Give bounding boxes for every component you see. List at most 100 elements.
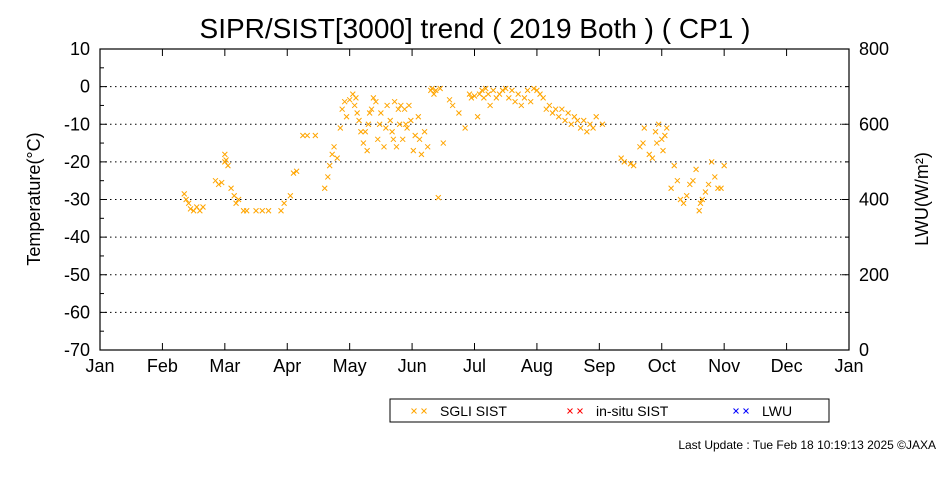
data-point xyxy=(374,136,381,143)
x-tick-label: Sep xyxy=(583,356,615,376)
data-point xyxy=(334,155,341,161)
data-point xyxy=(365,121,372,128)
data-point xyxy=(356,117,362,124)
data-point xyxy=(429,85,435,92)
data-point xyxy=(215,181,222,188)
y2-tick-label: 0 xyxy=(859,340,869,360)
data-point xyxy=(583,128,590,135)
data-point xyxy=(641,125,648,131)
y-tick-label: -40 xyxy=(64,227,90,247)
data-point xyxy=(649,155,656,161)
data-point xyxy=(466,91,473,98)
data-point xyxy=(312,132,319,139)
data-point xyxy=(259,207,266,214)
data-point xyxy=(552,106,559,113)
data-point xyxy=(376,121,383,128)
data-point xyxy=(293,168,300,175)
legend-marker xyxy=(743,408,749,414)
data-point xyxy=(474,113,481,120)
data-point xyxy=(265,207,272,214)
data-point xyxy=(518,102,525,109)
chart-title: SIPR/SIST[3000] trend ( 2019 Both ) ( CP… xyxy=(200,13,751,44)
data-point xyxy=(652,128,659,135)
data-point xyxy=(404,125,410,131)
plot-area-frame xyxy=(99,48,850,351)
data-point xyxy=(471,93,478,99)
data-point xyxy=(253,207,259,214)
data-point xyxy=(389,128,395,135)
data-point xyxy=(424,143,431,150)
legend-marker xyxy=(567,408,573,414)
data-point xyxy=(524,87,531,94)
data-point xyxy=(416,136,423,143)
data-point xyxy=(711,174,718,180)
data-point xyxy=(482,85,489,92)
data-point xyxy=(680,200,687,207)
legend: SGLI SIST in-situ SIST LWU xyxy=(389,398,830,423)
data-point xyxy=(509,87,515,94)
data-point xyxy=(346,96,353,103)
data-point xyxy=(200,204,206,210)
data-point xyxy=(431,91,437,98)
data-point xyxy=(181,191,188,197)
y-tick-label: -10 xyxy=(64,114,90,134)
data-point xyxy=(390,136,397,143)
y2-axis-ticks: 800 600 400 200 0 xyxy=(842,39,889,360)
x-tick-label: Apr xyxy=(273,356,301,376)
data-point xyxy=(233,200,239,207)
data-point xyxy=(697,200,704,207)
legend-items: SGLI SIST in-situ SIST LWU xyxy=(411,403,792,419)
y2-tick-label: 800 xyxy=(859,39,889,59)
data-point xyxy=(432,87,439,94)
data-point xyxy=(546,102,553,109)
data-point xyxy=(351,102,358,109)
x-axis-ticks: Jan Feb Mar Apr May Jun Jul Aug Sep Oct Nov Dec Jan xyxy=(85,49,864,376)
x-tick-label: Aug xyxy=(521,356,553,376)
legend-marker xyxy=(733,408,739,414)
data-point xyxy=(590,125,596,131)
data-point xyxy=(468,95,475,101)
sgli-sist-points xyxy=(181,85,728,214)
data-point xyxy=(418,151,425,158)
data-point xyxy=(521,95,528,101)
data-point xyxy=(699,196,706,203)
data-point xyxy=(479,87,485,94)
data-point xyxy=(705,181,712,188)
data-point xyxy=(278,207,284,214)
x-tick-label: Oct xyxy=(648,356,676,376)
data-point xyxy=(577,125,584,131)
data-point xyxy=(339,106,346,113)
data-point xyxy=(593,113,600,120)
y-tick-label: 0 xyxy=(80,77,90,97)
legend-label: SGLI SIST xyxy=(440,403,507,419)
data-point xyxy=(324,174,331,180)
data-point xyxy=(341,98,348,105)
legend-marker xyxy=(421,408,427,414)
data-point xyxy=(185,200,192,207)
data-point xyxy=(671,162,678,169)
data-point xyxy=(187,206,194,212)
data-point xyxy=(225,162,231,169)
x-tick-label: Jan xyxy=(834,356,863,376)
data-point xyxy=(378,110,384,116)
data-point xyxy=(281,200,287,207)
x-tick-label: Mar xyxy=(209,356,240,376)
data-point xyxy=(421,128,428,135)
data-point xyxy=(462,125,468,131)
data-point xyxy=(362,128,369,135)
legend-marker xyxy=(411,408,417,414)
y2-tick-label: 200 xyxy=(859,265,889,285)
data-point xyxy=(559,106,565,113)
data-point xyxy=(540,95,547,101)
data-point xyxy=(702,189,709,195)
data-point xyxy=(410,147,417,154)
data-point xyxy=(393,143,400,150)
y-tick-label: -30 xyxy=(64,190,90,210)
legend-box xyxy=(389,398,830,423)
data-point xyxy=(487,102,493,109)
data-point xyxy=(580,117,587,124)
data-point xyxy=(446,96,453,103)
data-point xyxy=(353,95,359,101)
data-point xyxy=(395,106,402,113)
